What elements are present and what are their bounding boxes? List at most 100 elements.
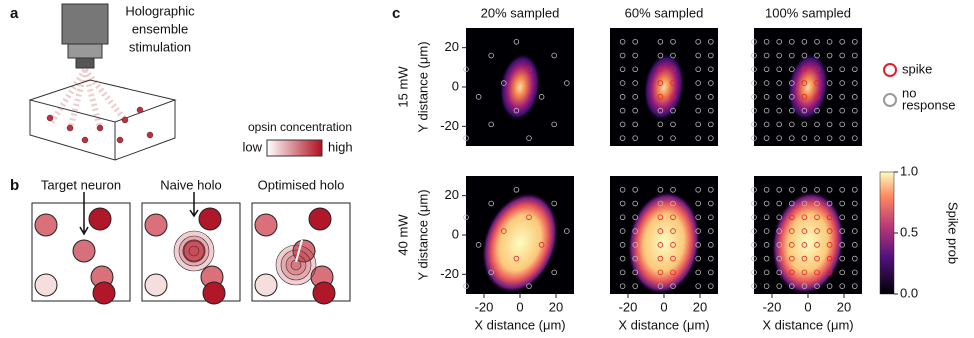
stim-site bbox=[788, 186, 795, 193]
stim-site bbox=[801, 121, 808, 128]
stim-site bbox=[463, 283, 469, 289]
stim-site bbox=[814, 255, 820, 262]
stim-site bbox=[801, 242, 808, 248]
title-line: ensemble bbox=[132, 21, 188, 36]
stim-site bbox=[814, 186, 820, 193]
title-line: Holographic bbox=[125, 3, 195, 18]
stim-site bbox=[801, 66, 808, 73]
stim-site bbox=[763, 214, 770, 221]
stim-site bbox=[751, 94, 757, 100]
stim-site bbox=[632, 38, 638, 45]
stim-site bbox=[814, 269, 820, 276]
stim-site bbox=[632, 255, 638, 262]
stim-site bbox=[851, 200, 858, 207]
stim-site bbox=[801, 200, 808, 207]
stim-site bbox=[788, 94, 795, 100]
x-tick-label: 20 bbox=[837, 299, 851, 314]
subpanel-title: Target neuron bbox=[41, 177, 121, 192]
stim-site bbox=[814, 135, 820, 141]
stim-site bbox=[632, 186, 638, 193]
high-label: high bbox=[328, 139, 353, 154]
stim-site bbox=[619, 94, 626, 100]
stim-site bbox=[463, 135, 469, 141]
stim-site bbox=[826, 66, 833, 73]
stim-site bbox=[851, 269, 858, 276]
stim-site bbox=[657, 135, 664, 141]
stim-site bbox=[826, 38, 833, 45]
stim-site bbox=[801, 80, 808, 86]
panel-label: c bbox=[392, 5, 400, 22]
box bbox=[141, 202, 241, 302]
stim-site bbox=[488, 200, 495, 207]
panel-label: a bbox=[10, 5, 19, 22]
stim-site bbox=[801, 269, 808, 276]
stim-site bbox=[851, 94, 858, 100]
stim-site bbox=[851, 38, 858, 45]
stim-site bbox=[619, 52, 626, 59]
holo-ring bbox=[183, 240, 205, 262]
stim-site bbox=[788, 107, 795, 114]
stim-site bbox=[513, 38, 520, 45]
column-title: 100% sampled bbox=[765, 5, 851, 20]
stim-site bbox=[839, 228, 845, 234]
stim-site bbox=[826, 94, 833, 100]
stim-site bbox=[695, 94, 701, 100]
stim-site bbox=[751, 269, 757, 276]
stim-site bbox=[551, 269, 557, 276]
stim-site bbox=[619, 135, 626, 141]
stim-site bbox=[788, 242, 795, 248]
stim-site bbox=[851, 107, 858, 114]
stim-site bbox=[475, 242, 482, 248]
stim-site bbox=[670, 38, 676, 45]
stim-site bbox=[826, 186, 833, 193]
stim-site bbox=[707, 242, 714, 248]
stim-site bbox=[695, 38, 701, 45]
stim-site bbox=[707, 214, 714, 221]
stim-site bbox=[670, 283, 676, 289]
stim-site bbox=[657, 269, 664, 276]
heatmap-blob bbox=[643, 53, 685, 121]
stim-site bbox=[670, 107, 676, 114]
stim-site bbox=[619, 269, 626, 276]
stim-site bbox=[788, 52, 795, 59]
stim-site bbox=[814, 94, 820, 100]
holo-ring bbox=[280, 249, 312, 281]
stim-site bbox=[776, 269, 782, 276]
stim-site bbox=[839, 94, 845, 100]
stim-site bbox=[707, 200, 714, 207]
stim-site bbox=[619, 66, 626, 73]
stim-site bbox=[707, 228, 714, 234]
stim-site bbox=[801, 283, 808, 289]
stim-site bbox=[695, 228, 701, 234]
stim-site bbox=[776, 283, 782, 289]
stim-site bbox=[776, 38, 782, 45]
neuron bbox=[92, 281, 116, 305]
stim-site bbox=[751, 135, 757, 141]
stim-site bbox=[657, 94, 664, 100]
arrow bbox=[189, 192, 199, 218]
low-label: low bbox=[242, 139, 262, 154]
stim-site bbox=[826, 269, 833, 276]
stim-site bbox=[801, 186, 808, 193]
stim-site bbox=[826, 283, 833, 289]
stim-site bbox=[551, 200, 557, 207]
stim-site bbox=[851, 80, 858, 86]
stim-site bbox=[657, 283, 664, 289]
stim-site bbox=[763, 135, 770, 141]
stim-site bbox=[851, 66, 858, 73]
stim-site bbox=[851, 121, 858, 128]
legend-label: no bbox=[902, 85, 916, 100]
stim-site bbox=[776, 242, 782, 248]
stim-site bbox=[851, 135, 858, 141]
x-tick-label: 0 bbox=[660, 299, 667, 314]
stim-site bbox=[851, 242, 858, 248]
stim-site bbox=[839, 38, 845, 45]
stim-site bbox=[801, 94, 808, 100]
stim-site bbox=[851, 186, 858, 193]
box bbox=[251, 202, 351, 302]
y-tick-label: -20 bbox=[440, 118, 459, 133]
stim-site bbox=[776, 66, 782, 73]
colorbar-title: opsin concentration bbox=[248, 120, 352, 134]
stim-site bbox=[826, 121, 833, 128]
y-tick-label: 20 bbox=[445, 39, 459, 54]
